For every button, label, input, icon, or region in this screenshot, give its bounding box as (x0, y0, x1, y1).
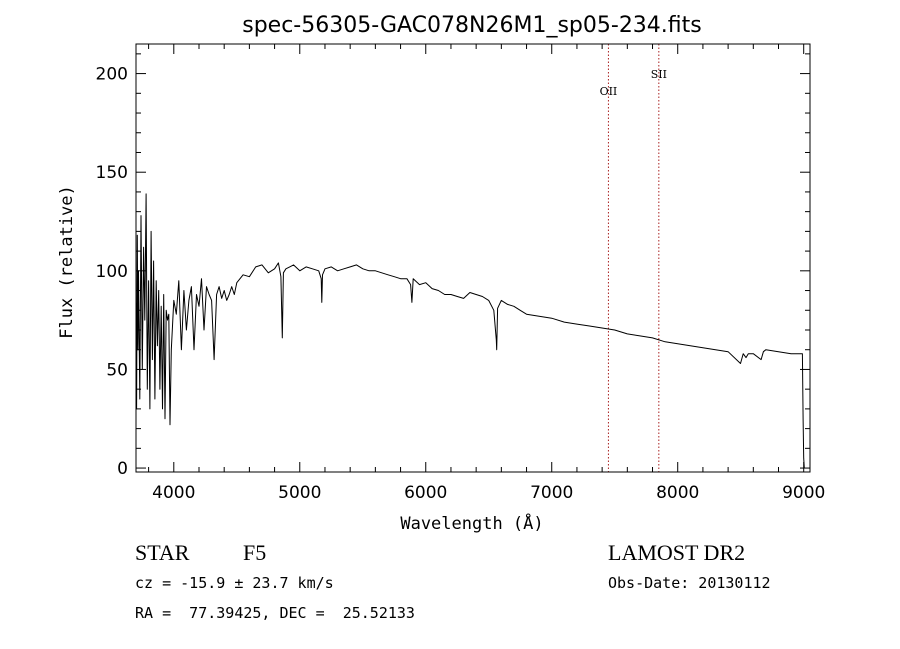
x-tick-label: 6000 (404, 483, 447, 503)
plot-area: OII SII (135, 44, 805, 472)
y-tick-label: 100 (96, 262, 128, 282)
x-tick-label: 4000 (152, 483, 195, 503)
spectral-line-label: SII (651, 68, 667, 81)
y-tick-label: 0 (117, 459, 128, 479)
plot-border (135, 43, 811, 473)
x-tick-label: 7000 (530, 483, 573, 503)
object-class: STAR (135, 540, 190, 565)
plot-frame: 4000 5000 6000 7000 8000 9000 0 50 100 150 200 (96, 43, 825, 503)
y-tick-label: 50 (106, 360, 128, 380)
chart-title: spec-56305-GAC078N26M1_sp05-234.fits (242, 13, 702, 38)
redshift-velocity: cz = -15.9 ± 23.7 km/s (135, 574, 334, 592)
y-tick-label: 150 (96, 163, 128, 183)
x-axis-label: Wavelength (Å) (400, 512, 543, 534)
sky-coordinates: RA = 77.39425, DEC = 25.52133 (135, 604, 415, 622)
y-axis-label: Flux (relative) (57, 185, 77, 339)
object-subclass: F5 (243, 540, 267, 565)
x-tick-label: 8000 (656, 483, 699, 503)
y-tick-label: 200 (96, 65, 128, 85)
survey-label: LAMOST DR2 (608, 540, 746, 565)
observation-date: Obs-Date: 20130112 (608, 574, 771, 592)
spectral-line-label: OII (600, 85, 618, 98)
x-tick-label: 9000 (782, 483, 825, 503)
x-tick-label: 5000 (278, 483, 321, 503)
flux-series-line (135, 193, 805, 469)
